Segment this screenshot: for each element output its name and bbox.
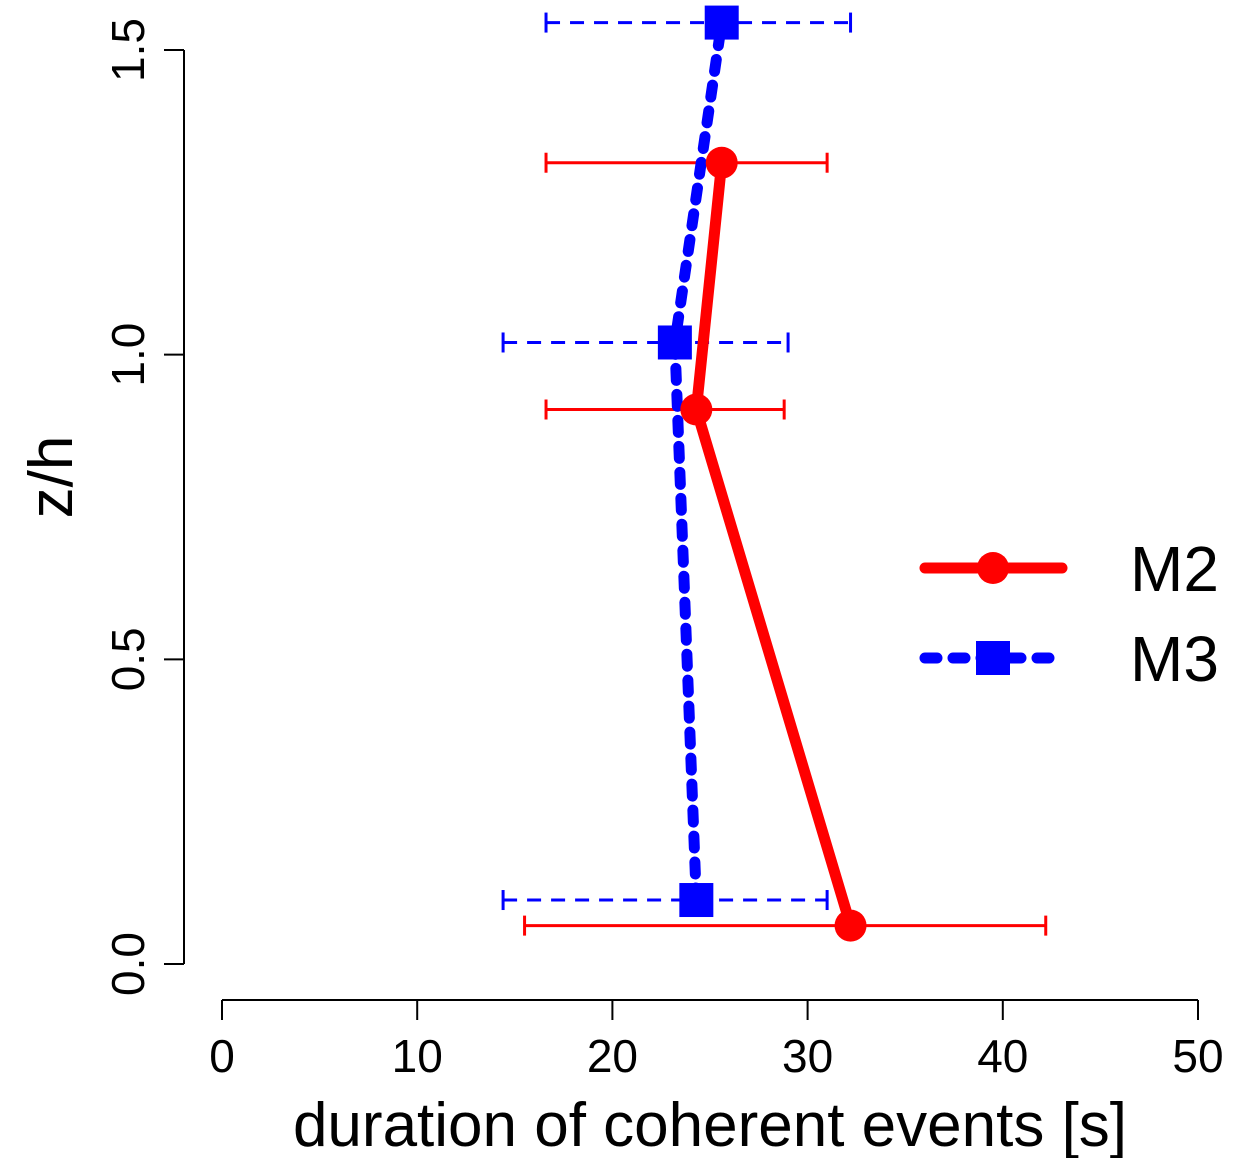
y-tick-label: 0.5 — [102, 627, 154, 691]
data-point-m3 — [704, 5, 739, 40]
y-tick-label: 0.0 — [102, 932, 154, 996]
data-point-m2 — [680, 393, 713, 426]
y-axis-label: z/h — [17, 436, 86, 519]
data-point-m3 — [657, 325, 692, 360]
error-bars — [501, 12, 1048, 936]
y-tick-label: 1.0 — [102, 323, 154, 387]
series-line-m2 — [690, 162, 856, 928]
data-point-m2 — [834, 909, 867, 942]
x-tick-label: 10 — [392, 1030, 443, 1082]
x-tick-label: 0 — [209, 1030, 235, 1082]
x-axis-label: duration of coherent events [s] — [293, 1091, 1127, 1158]
series-lines — [669, 17, 856, 928]
legend-label-m3: M3 — [1130, 623, 1219, 695]
y-tick-label: 1.5 — [102, 18, 154, 82]
x-tick-label: 40 — [977, 1030, 1028, 1082]
legend-marker-m3 — [976, 641, 1010, 675]
data-point-m3 — [679, 883, 714, 918]
x-tick-label: 20 — [587, 1030, 638, 1082]
x-tick-label: 30 — [782, 1030, 833, 1082]
legend-label-m2: M2 — [1130, 533, 1219, 605]
data-point-m2 — [705, 146, 738, 179]
axes: 0 10 20 30 40 50 0.0 0.5 1.0 1.5 — [102, 18, 1224, 1082]
legend-marker-m2 — [977, 552, 1009, 584]
series-markers — [657, 5, 867, 942]
x-tick-label: 50 — [1172, 1030, 1223, 1082]
